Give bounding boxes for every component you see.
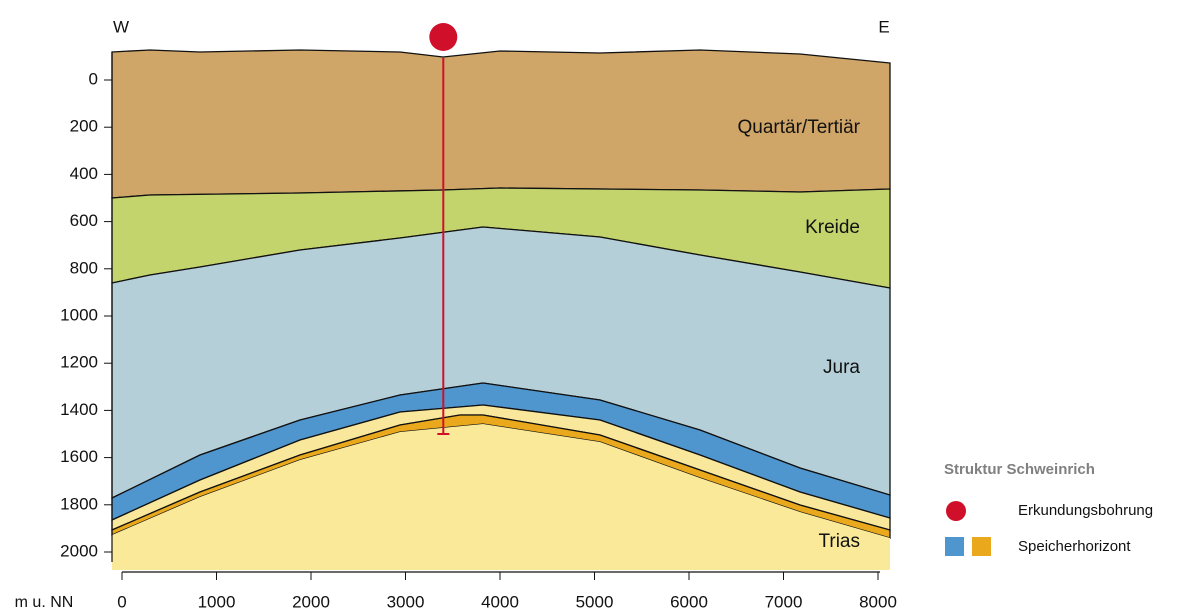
x-tick-label: 6000 <box>670 592 708 611</box>
legend-borehole-icon <box>946 501 966 521</box>
y-tick-label: 200 <box>70 117 98 136</box>
x-tick-label: 1000 <box>198 592 236 611</box>
legend-reservoir-icon <box>945 537 964 556</box>
y-tick-label: 1400 <box>60 400 98 419</box>
y-tick-label: 1800 <box>60 494 98 513</box>
x-tick-label: 2000 <box>292 592 330 611</box>
layer-label: Trias <box>818 531 860 552</box>
y-tick-label: 2000 <box>60 541 98 560</box>
x-tick-label: 5000 <box>576 592 614 611</box>
layer-label: Quartär/Tertiär <box>738 117 861 138</box>
legend-text: Speicherhorizont <box>1018 538 1131 555</box>
y-tick-label: 1000 <box>60 305 98 324</box>
x-tick-label: 8000 <box>859 592 897 611</box>
x-tick-label: 4000 <box>481 592 519 611</box>
legend-title: Struktur Schweinrich <box>944 461 1095 478</box>
y-tick-label: 400 <box>70 164 98 183</box>
borehole-marker <box>429 23 457 51</box>
y-tick-label: 0 <box>89 69 98 88</box>
x-tick-label: 7000 <box>765 592 803 611</box>
east-label: E <box>878 17 889 36</box>
page: {"section": { "west_label": "W", "east_l… <box>0 0 1199 612</box>
west-label: W <box>113 17 129 36</box>
x-tick-label: 0 <box>117 592 126 611</box>
layer-label: Kreide <box>805 217 860 238</box>
x-tick-label: 3000 <box>387 592 425 611</box>
legend-text: Erkundungsbohrung <box>1018 502 1153 519</box>
y-axis-label: m u. NN <box>15 594 74 611</box>
legend-reservoir-icon <box>972 537 991 556</box>
y-tick-label: 1200 <box>60 353 98 372</box>
y-tick-label: 800 <box>70 258 98 277</box>
layer-label: Jura <box>823 357 860 378</box>
y-tick-label: 600 <box>70 211 98 230</box>
y-tick-label: 1600 <box>60 447 98 466</box>
section-diagram: W E m u. NN Quartär/Tertiär Kreide Jura … <box>0 0 1199 612</box>
